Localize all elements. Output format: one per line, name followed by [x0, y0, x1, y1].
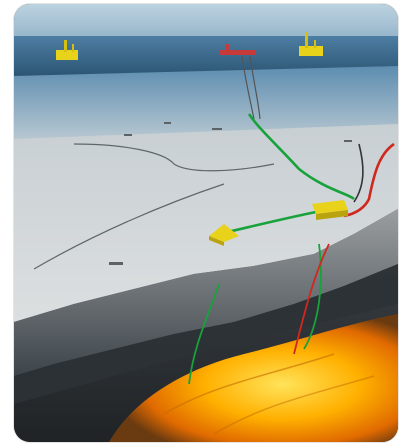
green-well — [303, 243, 322, 350]
red-flowline — [343, 142, 395, 218]
platform-center — [219, 44, 255, 55]
subsea-template — [209, 224, 239, 246]
seabed — [14, 124, 398, 322]
riser — [241, 55, 255, 120]
rock-cliff — [14, 209, 398, 376]
flowline-grey — [73, 143, 275, 172]
rock-strata — [14, 264, 398, 404]
seabed-markers — [109, 122, 352, 265]
scene-illustration — [14, 4, 398, 442]
riser — [249, 55, 261, 120]
green-flowline — [247, 113, 355, 201]
flowline-grey — [33, 183, 225, 270]
subsea-manifold — [312, 200, 348, 220]
platform-left — [56, 40, 78, 60]
green-well — [188, 283, 220, 385]
image-frame — [14, 4, 398, 442]
reservoir-contour — [213, 375, 375, 435]
red-well — [293, 243, 330, 355]
reservoir-contour — [163, 353, 335, 415]
platform-right — [299, 32, 323, 56]
flowline-dark — [353, 143, 364, 203]
